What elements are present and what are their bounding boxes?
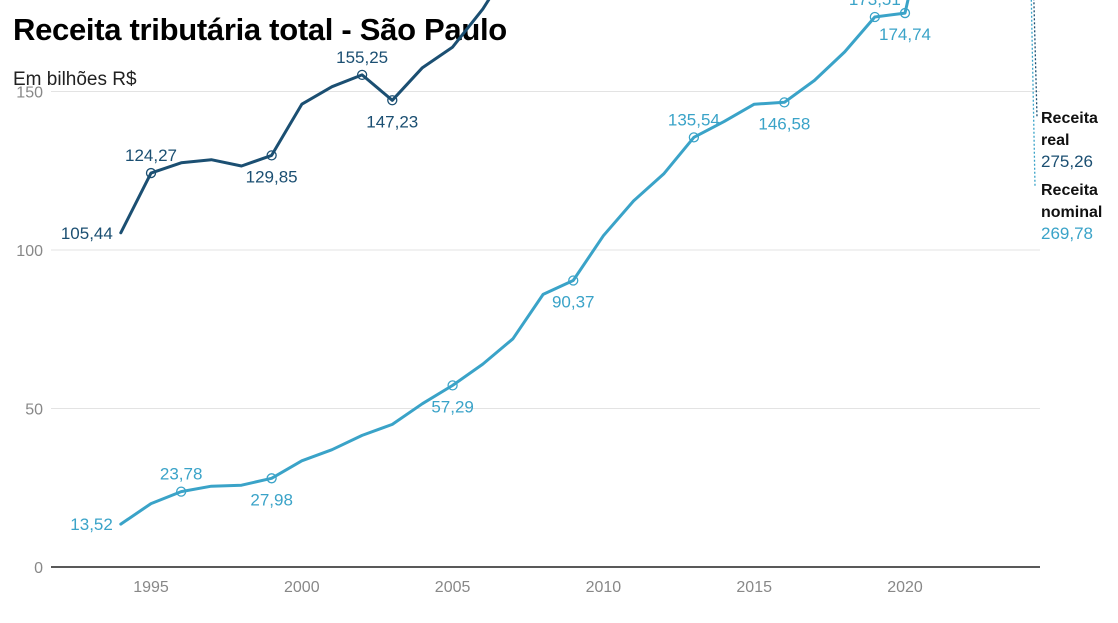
- y-tick-label: 150: [16, 85, 43, 102]
- data-marker: [899, 7, 911, 19]
- x-tick-label: 2015: [736, 579, 772, 596]
- data-label: 23,78: [160, 465, 203, 484]
- grid-lines: [51, 91, 1040, 568]
- data-marker: [688, 132, 700, 143]
- x-tick-label: 1995: [133, 579, 169, 596]
- data-label: 173,51: [849, 0, 901, 9]
- x-tick-label: 2000: [284, 579, 320, 596]
- data-marker: [266, 150, 277, 161]
- y-tick-label: 50: [25, 402, 43, 419]
- series-line-real: [119, 0, 491, 235]
- data-marker: [779, 97, 790, 108]
- x-axis-ticks: 1995 2000 2005 2010 2015 2020: [133, 579, 923, 596]
- data-label: 275,26: [1041, 152, 1093, 171]
- data-label: 57,29: [431, 397, 474, 416]
- data-label: 155,25: [336, 48, 388, 67]
- data-label: 135,54: [668, 110, 720, 129]
- legend-label-real: real: [1041, 132, 1069, 149]
- y-tick-label: 0: [34, 560, 43, 577]
- legend-connector-real: [1033, 0, 1038, 118]
- x-tick-label: 2005: [435, 579, 471, 596]
- legend-label-nominal: Receita: [1041, 182, 1098, 199]
- data-marker: [568, 275, 579, 286]
- data-marker: [387, 95, 398, 106]
- y-axis-ticks: 050100150200250: [16, 85, 43, 578]
- x-tick-label: 2010: [586, 579, 622, 596]
- legend-label-real: Receita: [1041, 110, 1098, 127]
- data-marker: [266, 473, 277, 484]
- data-label: 174,74: [879, 25, 931, 44]
- legend-label-nominal: nominal: [1041, 204, 1102, 221]
- data-marker: [356, 69, 368, 81]
- data-marker: [869, 11, 880, 23]
- legend-connector-nominal: [1030, 0, 1036, 187]
- y-tick-label: 100: [16, 243, 43, 260]
- data-label: 27,98: [250, 490, 293, 509]
- chart-subtitle: Em bilhões R$: [13, 69, 137, 90]
- series-line-nominal: [119, 0, 910, 526]
- data-label: 105,44: [61, 224, 113, 243]
- series-lines: [119, 0, 910, 526]
- data-marker: [145, 167, 157, 179]
- data-marker: [176, 486, 187, 497]
- chart-title: Receita tributária total - São Paulo: [13, 12, 507, 47]
- data-label: 13,52: [70, 515, 113, 534]
- legend: Receita real Receita nominal: [1030, 0, 1102, 221]
- data-labels: 105,44124,27129,85155,25147,23217,18247,…: [61, 0, 1093, 534]
- data-markers: [145, 7, 911, 497]
- data-label: 90,37: [552, 293, 595, 312]
- data-label: 147,23: [366, 112, 418, 131]
- data-label: 269,78: [1041, 224, 1093, 243]
- data-label: 129,85: [246, 167, 298, 186]
- x-tick-label: 2020: [887, 579, 923, 596]
- data-label: 146,58: [758, 114, 810, 133]
- data-marker: [447, 380, 458, 391]
- data-label: 124,27: [125, 146, 177, 165]
